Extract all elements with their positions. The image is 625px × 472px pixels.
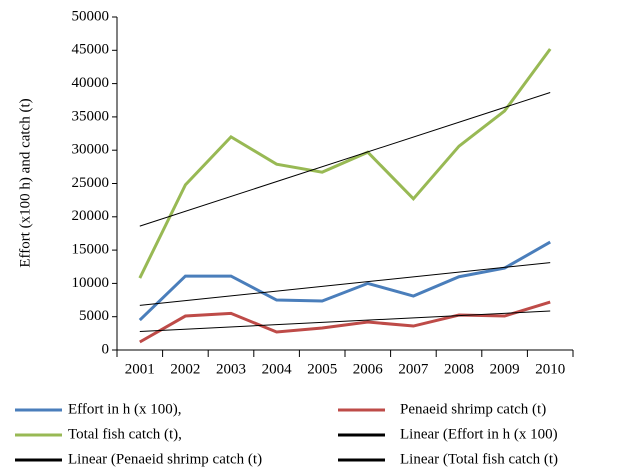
series-line: [139, 300, 551, 344]
y-tick-label: 50000: [72, 8, 110, 24]
x-tick-label: 2002: [170, 361, 200, 377]
legend-label: Linear (Total fish catch (t): [400, 451, 558, 467]
y-tick-label: 25000: [72, 175, 110, 191]
series-line: [138, 48, 552, 279]
trend-line: [139, 262, 551, 306]
x-tick-label: 2004: [262, 361, 293, 377]
y-tick-label: 30000: [72, 142, 110, 158]
legend-label: Linear (Penaeid shrimp catch (t): [68, 451, 262, 467]
trend-line: [139, 92, 551, 227]
legend-label: Linear (Effort in h (x 100): [400, 426, 558, 442]
y-tick-label: 10000: [72, 275, 110, 291]
x-tick-label: 2001: [125, 361, 155, 377]
y-tick-label: 45000: [72, 42, 110, 58]
legend-label: Total fish catch (t),: [68, 426, 182, 442]
y-tick-label: 5000: [79, 308, 109, 324]
x-tick-label: 2007: [398, 361, 429, 377]
x-tick-label: 2006: [353, 361, 384, 377]
y-axis-label: Effort (x100 h) and catch (t): [17, 98, 33, 267]
x-tick-label: 2010: [535, 361, 565, 377]
y-tick-label: 0: [102, 341, 110, 357]
y-tick-label: 35000: [72, 108, 110, 124]
x-tick-label: 2005: [307, 361, 337, 377]
legend-label: Effort in h (x 100),: [68, 401, 181, 417]
legend-label: Penaeid shrimp catch (t): [400, 401, 546, 417]
y-tick-label: 40000: [72, 75, 110, 91]
y-tick-label: 15000: [72, 242, 110, 258]
x-tick-label: 2009: [490, 361, 520, 377]
x-tick-label: 2008: [444, 361, 474, 377]
x-tick-label: 2003: [216, 361, 246, 377]
y-tick-label: 20000: [72, 208, 110, 224]
series-line: [138, 240, 551, 322]
trend-line: [139, 310, 551, 332]
